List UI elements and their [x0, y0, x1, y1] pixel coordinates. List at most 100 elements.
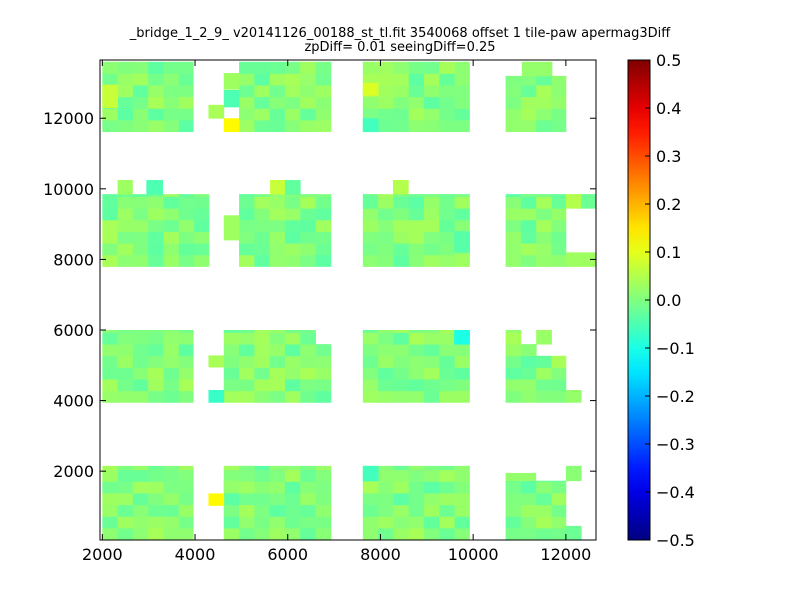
heatmap-cell: [284, 196, 301, 209]
heatmap-cell: [223, 516, 240, 529]
heatmap-cell: [393, 96, 410, 109]
heatmap-cell: [102, 84, 119, 109]
heatmap-cell: [424, 493, 440, 506]
heatmap-cell: [362, 208, 379, 221]
heatmap-cell: [163, 390, 180, 403]
heatmap-cell: [102, 120, 119, 133]
heatmap-cell: [378, 219, 394, 232]
heatmap-cell: [551, 516, 567, 529]
heatmap-cell: [520, 480, 537, 482]
heatmap-cell: [163, 481, 180, 494]
heatmap-cell: [439, 367, 456, 380]
heatmap-cell: [393, 504, 410, 517]
heatmap-cell: [284, 516, 301, 529]
heatmap-cell: [315, 208, 332, 221]
heatmap-cell: [254, 493, 271, 506]
heatmap-cell: [378, 355, 394, 368]
heatmap-cell: [505, 96, 522, 109]
heatmap-cell: [408, 196, 425, 209]
heatmap-cell: [362, 355, 379, 368]
heatmap-cell: [132, 194, 149, 197]
heatmap-cell: [269, 219, 286, 232]
heatmap-cell: [300, 516, 316, 529]
heatmap-cell: [393, 465, 410, 471]
heatmap-cell: [551, 120, 567, 133]
heatmap-cell: [178, 208, 195, 221]
heatmap-cell: [178, 254, 195, 267]
heatmap-cell: [454, 528, 470, 541]
heatmap-cell: [520, 194, 537, 197]
heatmap-cell: [439, 61, 456, 74]
heatmap-cell: [424, 85, 440, 98]
heatmap-cell: [439, 344, 456, 357]
heatmap-cell: [132, 61, 149, 74]
heatmap-cell: [393, 231, 410, 244]
y-tick-label: 10000: [43, 180, 94, 199]
heatmap-cell: [117, 196, 134, 209]
heatmap-cell: [269, 330, 286, 333]
heatmap-cell: [284, 390, 301, 403]
heatmap-cell: [269, 196, 286, 209]
heatmap-cell: [315, 254, 332, 267]
heatmap-cell: [254, 367, 271, 380]
heatmap-cell: [378, 465, 394, 471]
heatmap-cell: [393, 194, 410, 197]
heatmap-cell: [393, 469, 410, 482]
heatmap-cell: [239, 243, 255, 256]
heatmap-cell: [424, 516, 440, 529]
heatmap-cell: [148, 332, 164, 345]
heatmap-cell: [223, 528, 240, 541]
heatmap-cell: [362, 390, 379, 403]
heatmap-cell: [536, 196, 552, 209]
heatmap-cell: [300, 379, 316, 392]
heatmap-cell: [408, 108, 425, 121]
heatmap-cell: [102, 254, 119, 267]
heatmap-cell: [132, 85, 149, 98]
heatmap-cell: [520, 367, 537, 380]
heatmap-cell: [284, 208, 301, 221]
heatmap-cell: [439, 194, 456, 197]
heatmap-cell: [148, 73, 164, 86]
heatmap-cell: [300, 120, 316, 133]
heatmap-cell: [378, 469, 394, 482]
heatmap-cell: [178, 481, 194, 494]
heatmap-cell: [132, 96, 149, 109]
heatmap-cell: [270, 180, 286, 195]
heatmap-cell: [223, 118, 240, 133]
heatmap-cell: [520, 243, 537, 256]
heatmap-cell: [102, 196, 119, 209]
heatmap-cell: [315, 504, 332, 517]
heatmap-cell: [300, 61, 316, 74]
heatmap-cell: [393, 243, 410, 256]
heatmap-cell: [284, 379, 301, 392]
heatmap-cell: [269, 469, 286, 482]
heatmap-cell: [315, 481, 332, 494]
heatmap-cell: [505, 379, 522, 392]
heatmap-cell: [254, 96, 271, 109]
heatmap-cell: [536, 330, 552, 333]
heatmap-cell: [300, 194, 316, 197]
y-tick-label: 6000: [53, 321, 94, 340]
heatmap-cell: [362, 243, 379, 256]
heatmap-cell: [254, 254, 271, 267]
heatmap-cell: [254, 379, 271, 392]
heatmap-cell: [239, 481, 255, 494]
heatmap-cell: [132, 243, 149, 256]
heatmap-cell: [254, 469, 271, 482]
heatmap-cell: [132, 73, 149, 86]
heatmap-cell: [178, 465, 194, 471]
heatmap-cell: [536, 75, 552, 86]
heatmap-cell: [424, 231, 440, 244]
heatmap-cell: [505, 231, 522, 244]
heatmap-cell: [362, 82, 379, 96]
heatmap-cell: [178, 196, 195, 209]
heatmap-cell: [315, 108, 332, 121]
heatmap-cell: [439, 469, 456, 482]
heatmap-cell: [378, 231, 394, 244]
heatmap-cell: [439, 73, 456, 86]
heatmap-cell: [454, 194, 470, 197]
heatmap-cell: [300, 243, 316, 256]
heatmap-cell: [239, 231, 255, 244]
heatmap-cell: [362, 219, 379, 232]
y-tick-label: 8000: [53, 250, 94, 269]
